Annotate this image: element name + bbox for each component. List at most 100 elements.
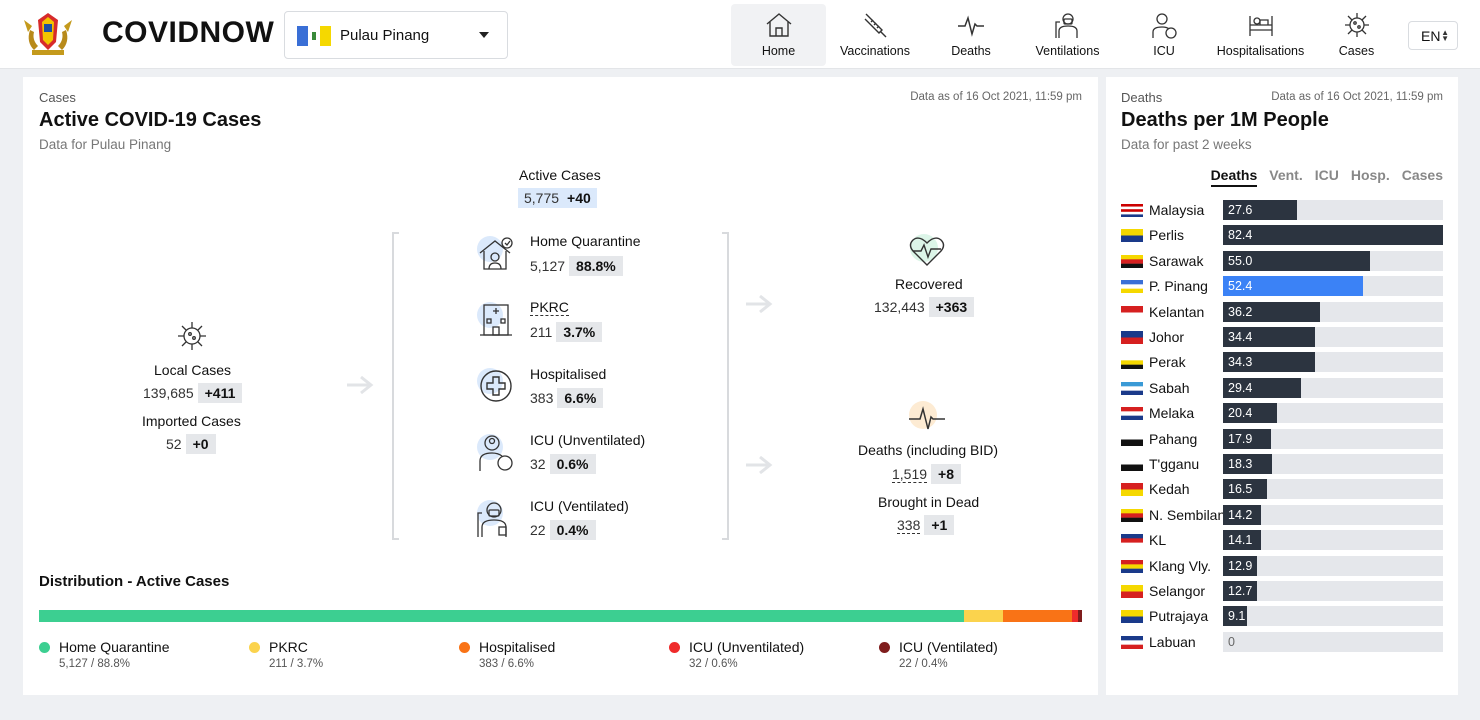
bar-track: 82.4 (1223, 225, 1443, 246)
tab-hosp[interactable]: Hosp. (1350, 167, 1390, 183)
local-cases-value: 139,685 +411 (143, 383, 243, 403)
arrow-right-icon (746, 455, 773, 475)
pkrc-label[interactable]: PKRC (530, 299, 569, 316)
state-flag-icon (1121, 508, 1143, 522)
bar-fill (1223, 377, 1302, 398)
home-icon (766, 13, 791, 37)
tab-vent[interactable]: Vent. (1269, 167, 1303, 183)
distribution-segment (1002, 610, 1072, 622)
state-flag-icon (1121, 254, 1143, 268)
bracket-left (392, 232, 399, 540)
heart-pulse-icon (909, 234, 945, 266)
legend-value: 383 / 6.6% (479, 658, 534, 670)
bar-track: 36.2 (1223, 301, 1443, 322)
active-cases-value: 5,775 +40 (518, 188, 597, 208)
active-cases-label: Active Cases (519, 167, 601, 183)
bracket-right (722, 232, 729, 540)
distribution-title: Distribution - Active Cases (39, 573, 230, 590)
state-name: Sabah (1149, 379, 1190, 396)
tab-icu[interactable]: ICU (1314, 167, 1339, 183)
state-name: Kedah (1149, 481, 1190, 498)
hospitalised-label: Hospitalised (530, 366, 607, 382)
local-cases-delta: +411 (197, 383, 243, 403)
state-name: Melaka (1149, 405, 1195, 422)
brand-title[interactable]: COVIDNOW (102, 16, 275, 49)
data-as-of: Data as of 16 Oct 2021, 11:59 pm (910, 91, 1082, 103)
bar-fill (1223, 581, 1257, 601)
ranking-row: KL 14.1 (1121, 530, 1443, 551)
state-name: KL (1149, 532, 1167, 549)
state-flag-icon (1121, 356, 1143, 370)
bar-fill (1223, 250, 1370, 271)
nav-hospitalisations[interactable]: Hospitalisations (1212, 4, 1309, 66)
bar-track: 12.7 (1223, 581, 1443, 601)
bar-track: 34.4 (1223, 327, 1443, 347)
state-flag-icon (1121, 458, 1143, 471)
nav-deaths[interactable]: Deaths (926, 4, 1016, 66)
tab-cases[interactable]: Cases (1401, 167, 1443, 183)
legend-label: ICU (Ventilated) (899, 639, 998, 655)
panel-title: Deaths per 1M People (1121, 109, 1329, 131)
ventilation-icon (1054, 13, 1078, 38)
state-flag-icon (1121, 204, 1143, 217)
bar-value: 52.4 (1228, 279, 1253, 294)
ranking-row: Perlis 82.4 (1121, 225, 1443, 246)
state-flag-icon (1121, 432, 1143, 446)
bar-fill (1223, 428, 1271, 449)
bar-fill (1223, 479, 1268, 500)
local-cases-label: Local Cases (154, 362, 232, 378)
state-flag-icon (1121, 280, 1143, 294)
imported-cases-delta: +0 (185, 434, 216, 454)
bar-track: 52.4 (1223, 276, 1443, 297)
nav-cases[interactable]: Cases (1314, 4, 1399, 66)
active-cases-delta: +40 (563, 190, 591, 206)
bar-fill (1223, 454, 1272, 474)
malaysia-coat-of-arms-logo[interactable] (22, 10, 74, 58)
ranking-row: Malaysia 27.6 (1121, 200, 1443, 220)
ranking-row: Sarawak 55.0 (1121, 250, 1443, 271)
ranking-row: Sabah 29.4 (1121, 377, 1443, 398)
state-name: Pahang (1149, 430, 1198, 447)
bar-track: 29.4 (1223, 377, 1443, 398)
ranking-row: T'gganu 18.3 (1121, 454, 1443, 474)
active-cases-panel: Cases Data as of 16 Oct 2021, 11:59 pm A… (23, 77, 1098, 695)
page-title: Active COVID-19 Cases (39, 109, 262, 131)
bar-track: 34.3 (1223, 352, 1443, 373)
bar-fill (1223, 327, 1315, 347)
bar-track: 16.5 (1223, 479, 1443, 500)
state-flag-icon (1121, 305, 1143, 319)
state-flag-icon (1121, 229, 1143, 243)
distribution-bar (39, 610, 1083, 622)
state-flag-icon (1121, 559, 1143, 573)
hospital-cross-icon (477, 368, 512, 402)
brought-in-dead-delta: +1 (924, 515, 955, 535)
pulse-icon (958, 15, 984, 37)
ranking-row: Putrajaya 9.1 (1121, 606, 1443, 627)
tab-deaths[interactable]: Deaths (1210, 167, 1258, 187)
deaths-per-million-panel: Deaths Data as of 16 Oct 2021, 11:59 pm … (1106, 77, 1458, 695)
legend-label: ICU (Unventilated) (689, 639, 805, 655)
icu-unventilated-value: 32 0.6% (530, 454, 596, 474)
ranking-row: Labuan 0 (1121, 631, 1443, 652)
brought-in-dead-label: Brought in Dead (878, 494, 980, 510)
arrow-right-icon (347, 375, 374, 395)
panel-tag: Deaths (1121, 90, 1163, 105)
state-flag-icon (1121, 534, 1143, 548)
nav-vaccinations[interactable]: Vaccinations (830, 4, 920, 66)
distribution-segment (39, 610, 965, 622)
state-name: Malaysia (1149, 202, 1205, 218)
icu-ventilated-value: 22 0.4% (530, 520, 596, 540)
bar-value: 12.7 (1228, 584, 1253, 598)
language-selector[interactable]: EN ▲ ▼ (1408, 21, 1458, 50)
nav-ventilations[interactable]: Ventilations (1020, 4, 1115, 66)
bar-value: 9.1 (1228, 609, 1246, 624)
state-flag-icon (1121, 585, 1143, 598)
panel-subtitle: Data for past 2 weeks (1121, 137, 1252, 152)
state-flag-icon (1121, 635, 1143, 649)
nav-icu[interactable]: ICU (1120, 4, 1208, 66)
ranking-row: Johor 34.4 (1121, 327, 1443, 347)
state-selector-dropdown[interactable]: Pulau Pinang (284, 11, 508, 59)
nav-home[interactable]: Home (731, 4, 826, 66)
ranking-row: Perak 34.3 (1121, 352, 1443, 373)
bar-track: 27.6 (1223, 200, 1443, 220)
